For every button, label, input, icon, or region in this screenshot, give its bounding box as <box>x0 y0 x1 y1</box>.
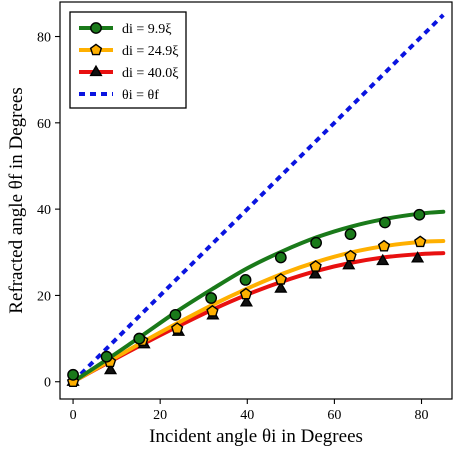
series-1-point-6 <box>274 273 287 285</box>
series-1-point-10 <box>414 235 427 248</box>
legend-marker-2 <box>89 64 103 77</box>
series-0-point-8 <box>344 228 357 241</box>
series-1-point-4 <box>206 304 219 317</box>
series-0-point-5 <box>239 273 252 286</box>
series-2-point-5 <box>239 295 253 307</box>
legend-label-3: θi = θf <box>122 88 159 103</box>
y-tick-label-0: 0 <box>44 376 51 391</box>
legend-marker-1 <box>89 43 103 56</box>
series-0-point-2 <box>133 332 146 345</box>
x-tick-label-2: 40 <box>240 408 254 423</box>
series-0-point-6 <box>274 251 287 264</box>
series-2-point-8 <box>342 258 356 270</box>
x-tick-label-3: 60 <box>327 408 341 423</box>
legend-label-0: di = 9.9ξ <box>122 22 172 37</box>
x-tick-label-1: 20 <box>153 408 167 423</box>
series-1-point-5 <box>239 287 253 300</box>
legend: di = 9.9ξ di = 24.9ξ di = 40.0ξ θi = θf <box>69 11 187 109</box>
series-2-point-9 <box>376 253 390 266</box>
series-1-point-9 <box>377 239 391 252</box>
series-0-point-0 <box>67 368 79 381</box>
series-3-line <box>71 13 445 384</box>
legend-label-2: di = 40.0ξ <box>122 66 179 81</box>
series-0-line <box>71 209 446 384</box>
series-1-point-7 <box>309 260 322 272</box>
series-2-point-7 <box>308 267 322 279</box>
series-2-point-6 <box>274 281 288 293</box>
series-0-point-10 <box>413 208 426 221</box>
series-0-point-7 <box>310 236 323 249</box>
x-axis-label: Incident angle θi in Degrees <box>149 426 363 447</box>
plot-frame <box>59 1 453 400</box>
legend-marker-0 <box>90 22 102 34</box>
x-tick-label-0: 0 <box>70 408 77 423</box>
y-tick-label-2: 40 <box>37 203 51 218</box>
series-0-markers <box>67 208 426 381</box>
series-0-point-1 <box>100 350 113 363</box>
series-2-markers <box>66 251 425 386</box>
x-tick-label-4: 80 <box>415 408 429 423</box>
legend-label-1: di = 24.9ξ <box>122 44 179 59</box>
series-1-markers <box>66 235 427 387</box>
y-tick-label-3: 60 <box>37 117 51 132</box>
series-0-point-3 <box>169 308 182 321</box>
series-0-point-9 <box>379 216 391 229</box>
y-axis-label: Refracted angle θf in Degrees <box>6 87 27 313</box>
series-2-point-1 <box>103 362 118 375</box>
plot-area <box>59 1 453 400</box>
axis-ticks: 0 20 40 60 80 0 20 40 60 80 <box>37 31 429 423</box>
series-2-point-10 <box>411 251 425 263</box>
series-0-point-4 <box>205 292 218 304</box>
series-1-point-3 <box>171 322 184 334</box>
series-2-line <box>71 251 446 384</box>
y-tick-label-1: 20 <box>37 289 51 304</box>
series-1-point-8 <box>344 249 357 262</box>
y-tick-label-4: 80 <box>37 31 51 46</box>
